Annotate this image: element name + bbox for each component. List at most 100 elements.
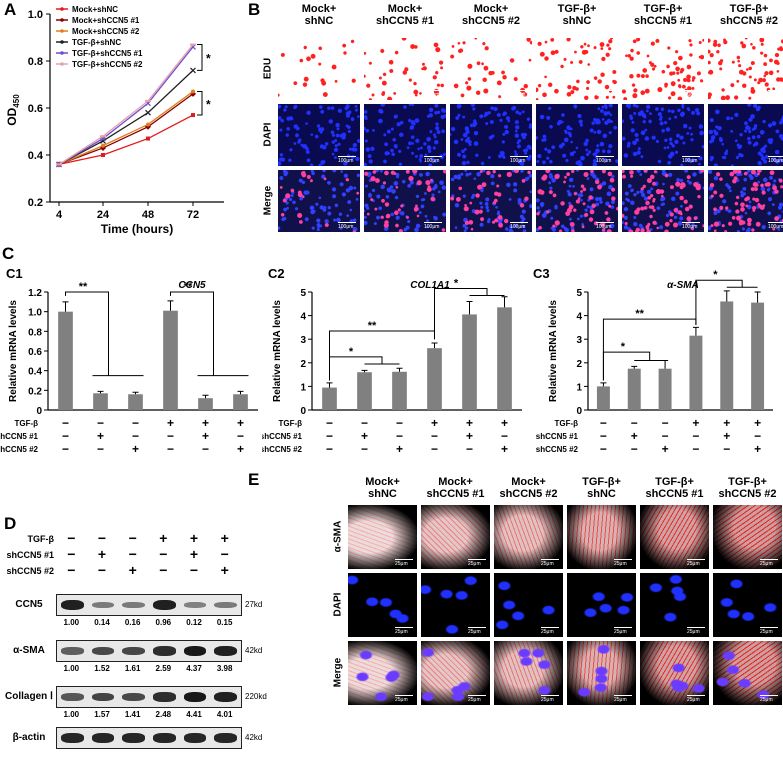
treatment-sign: +: [692, 416, 699, 430]
microscopy-image: 25μm: [348, 505, 417, 569]
treatment-sign: +: [754, 416, 761, 430]
y-tick-label: 0.6: [28, 347, 42, 358]
scale-bar: 25μm: [395, 559, 413, 567]
data-point: [191, 89, 195, 94]
column-header-line: shNC: [368, 488, 397, 500]
treatment-sign: +: [466, 429, 473, 443]
legend-entry: TGF-β+shNC: [72, 38, 121, 47]
error-bar: [631, 365, 638, 369]
microscopy-image: 25μm: [640, 641, 709, 705]
column-header-line: TGF-β+: [655, 476, 694, 488]
legend-entry: TGF-β+shCCN5 #2: [72, 60, 143, 69]
treatment-sign: −: [662, 429, 669, 443]
treatment-sign: −: [237, 429, 244, 443]
blot-band: [122, 601, 145, 609]
treatment-label: TGF-β: [554, 419, 578, 428]
scale-bar: 100μm: [768, 156, 783, 164]
y-tick-label: 1: [576, 382, 582, 393]
microscopy-image: 100μm: [536, 104, 618, 166]
bar: [392, 371, 407, 410]
data-point: [190, 67, 196, 74]
band-quantification: 1.00: [63, 664, 80, 673]
column-header-line: Mock+: [301, 3, 337, 15]
error-bar: [466, 300, 473, 315]
y-tick-label: 0.6: [28, 103, 43, 115]
column-header-line: shCCN5 #2: [718, 488, 777, 500]
treatment-sign: +: [167, 416, 174, 430]
row-label: Merge: [262, 185, 274, 216]
microscopy-image: 25μm: [640, 573, 709, 637]
band-quantification: 0.16: [124, 618, 141, 627]
treatment-sign: −: [600, 416, 607, 430]
treatment-sign: −: [326, 416, 333, 430]
treatment-sign: −: [631, 416, 638, 430]
scale-bar: 100μm: [510, 222, 528, 230]
treatment-sign: −: [220, 546, 229, 562]
y-axis-label: Relative mRNA levels: [8, 300, 19, 402]
treatment-sign: +: [237, 442, 244, 456]
error-bar: [431, 342, 438, 349]
y-tick-label: 0.8: [28, 327, 42, 338]
column-header: Mock+ shCCN5 #1: [421, 476, 490, 500]
blot-strip: [56, 727, 242, 749]
y-tick-label: 0.8: [28, 56, 43, 68]
significance-bracket: [329, 330, 435, 381]
y-tick-label: 5: [300, 288, 306, 299]
treatment-sign: −: [67, 546, 76, 562]
treatment-sign: +: [202, 416, 209, 430]
scale-bar: 100μm: [424, 222, 442, 230]
scale-bar: 100μm: [424, 90, 442, 98]
molecular-weight: 220kd: [245, 692, 267, 701]
treatment-sign: +: [220, 530, 229, 546]
bar: [462, 314, 477, 410]
scale-bar: 100μm: [338, 156, 356, 164]
series-line: [58, 46, 194, 165]
data-point: [145, 109, 151, 116]
band-quantification: 4.01: [216, 710, 233, 719]
microscopy-image: 25μm: [421, 641, 490, 705]
treatment-sign: −: [326, 442, 333, 456]
treatment-label: shCCN5 #1: [536, 432, 579, 441]
treatment-sign: −: [396, 429, 403, 443]
molecular-weight: 42kd: [245, 733, 263, 742]
treatment-sign: +: [202, 429, 209, 443]
series-line: [58, 91, 194, 165]
scale-bar: 100μm: [682, 90, 700, 98]
error-bar: [361, 369, 368, 373]
scale-bar: 100μm: [510, 156, 528, 164]
scale-bar: 100μm: [682, 222, 700, 230]
treatment-sign: −: [466, 442, 473, 456]
blot-band: [214, 601, 237, 609]
scale-bar: 25μm: [760, 695, 778, 703]
significance-bracket: [197, 91, 203, 116]
x-axis-label: Time (hours): [101, 222, 173, 236]
treatment-sign: −: [159, 562, 168, 578]
treatment-sign: −: [361, 442, 368, 456]
column-header: Mock+ shCCN5 #2: [494, 476, 563, 500]
scale-bar: 25μm: [687, 559, 705, 567]
microscopy-image: 100μm: [278, 170, 360, 232]
column-header-line: shCCN5 #1: [375, 15, 435, 27]
legend-marker: [60, 51, 64, 55]
microscopy-image: 25μm: [494, 573, 563, 637]
treatment-sign: −: [128, 530, 137, 546]
treatment-sign: −: [326, 429, 333, 443]
scale-bar: 25μm: [614, 627, 632, 635]
microscopy-image: 25μm: [713, 641, 782, 705]
scale-bar: 25μm: [468, 559, 486, 567]
treatment-sign: +: [431, 416, 438, 430]
treatment-sign: −: [431, 442, 438, 456]
error-bar: [396, 367, 403, 372]
microscopy-image: 25μm: [713, 505, 782, 569]
treatment-sign: −: [189, 562, 199, 578]
column-header-line: Mock+: [387, 3, 423, 15]
blot-strip: [56, 640, 242, 662]
significance-mark: **: [635, 308, 644, 320]
y-tick-label: 1.0: [28, 308, 42, 319]
scale-bar: 100μm: [338, 222, 356, 230]
molecular-weight: 42kd: [245, 646, 263, 655]
data-point: [101, 143, 105, 148]
microscopy-image: 100μm: [622, 170, 704, 232]
y-tick-label: 3: [300, 335, 306, 346]
y-tick-label: 0: [576, 406, 582, 417]
